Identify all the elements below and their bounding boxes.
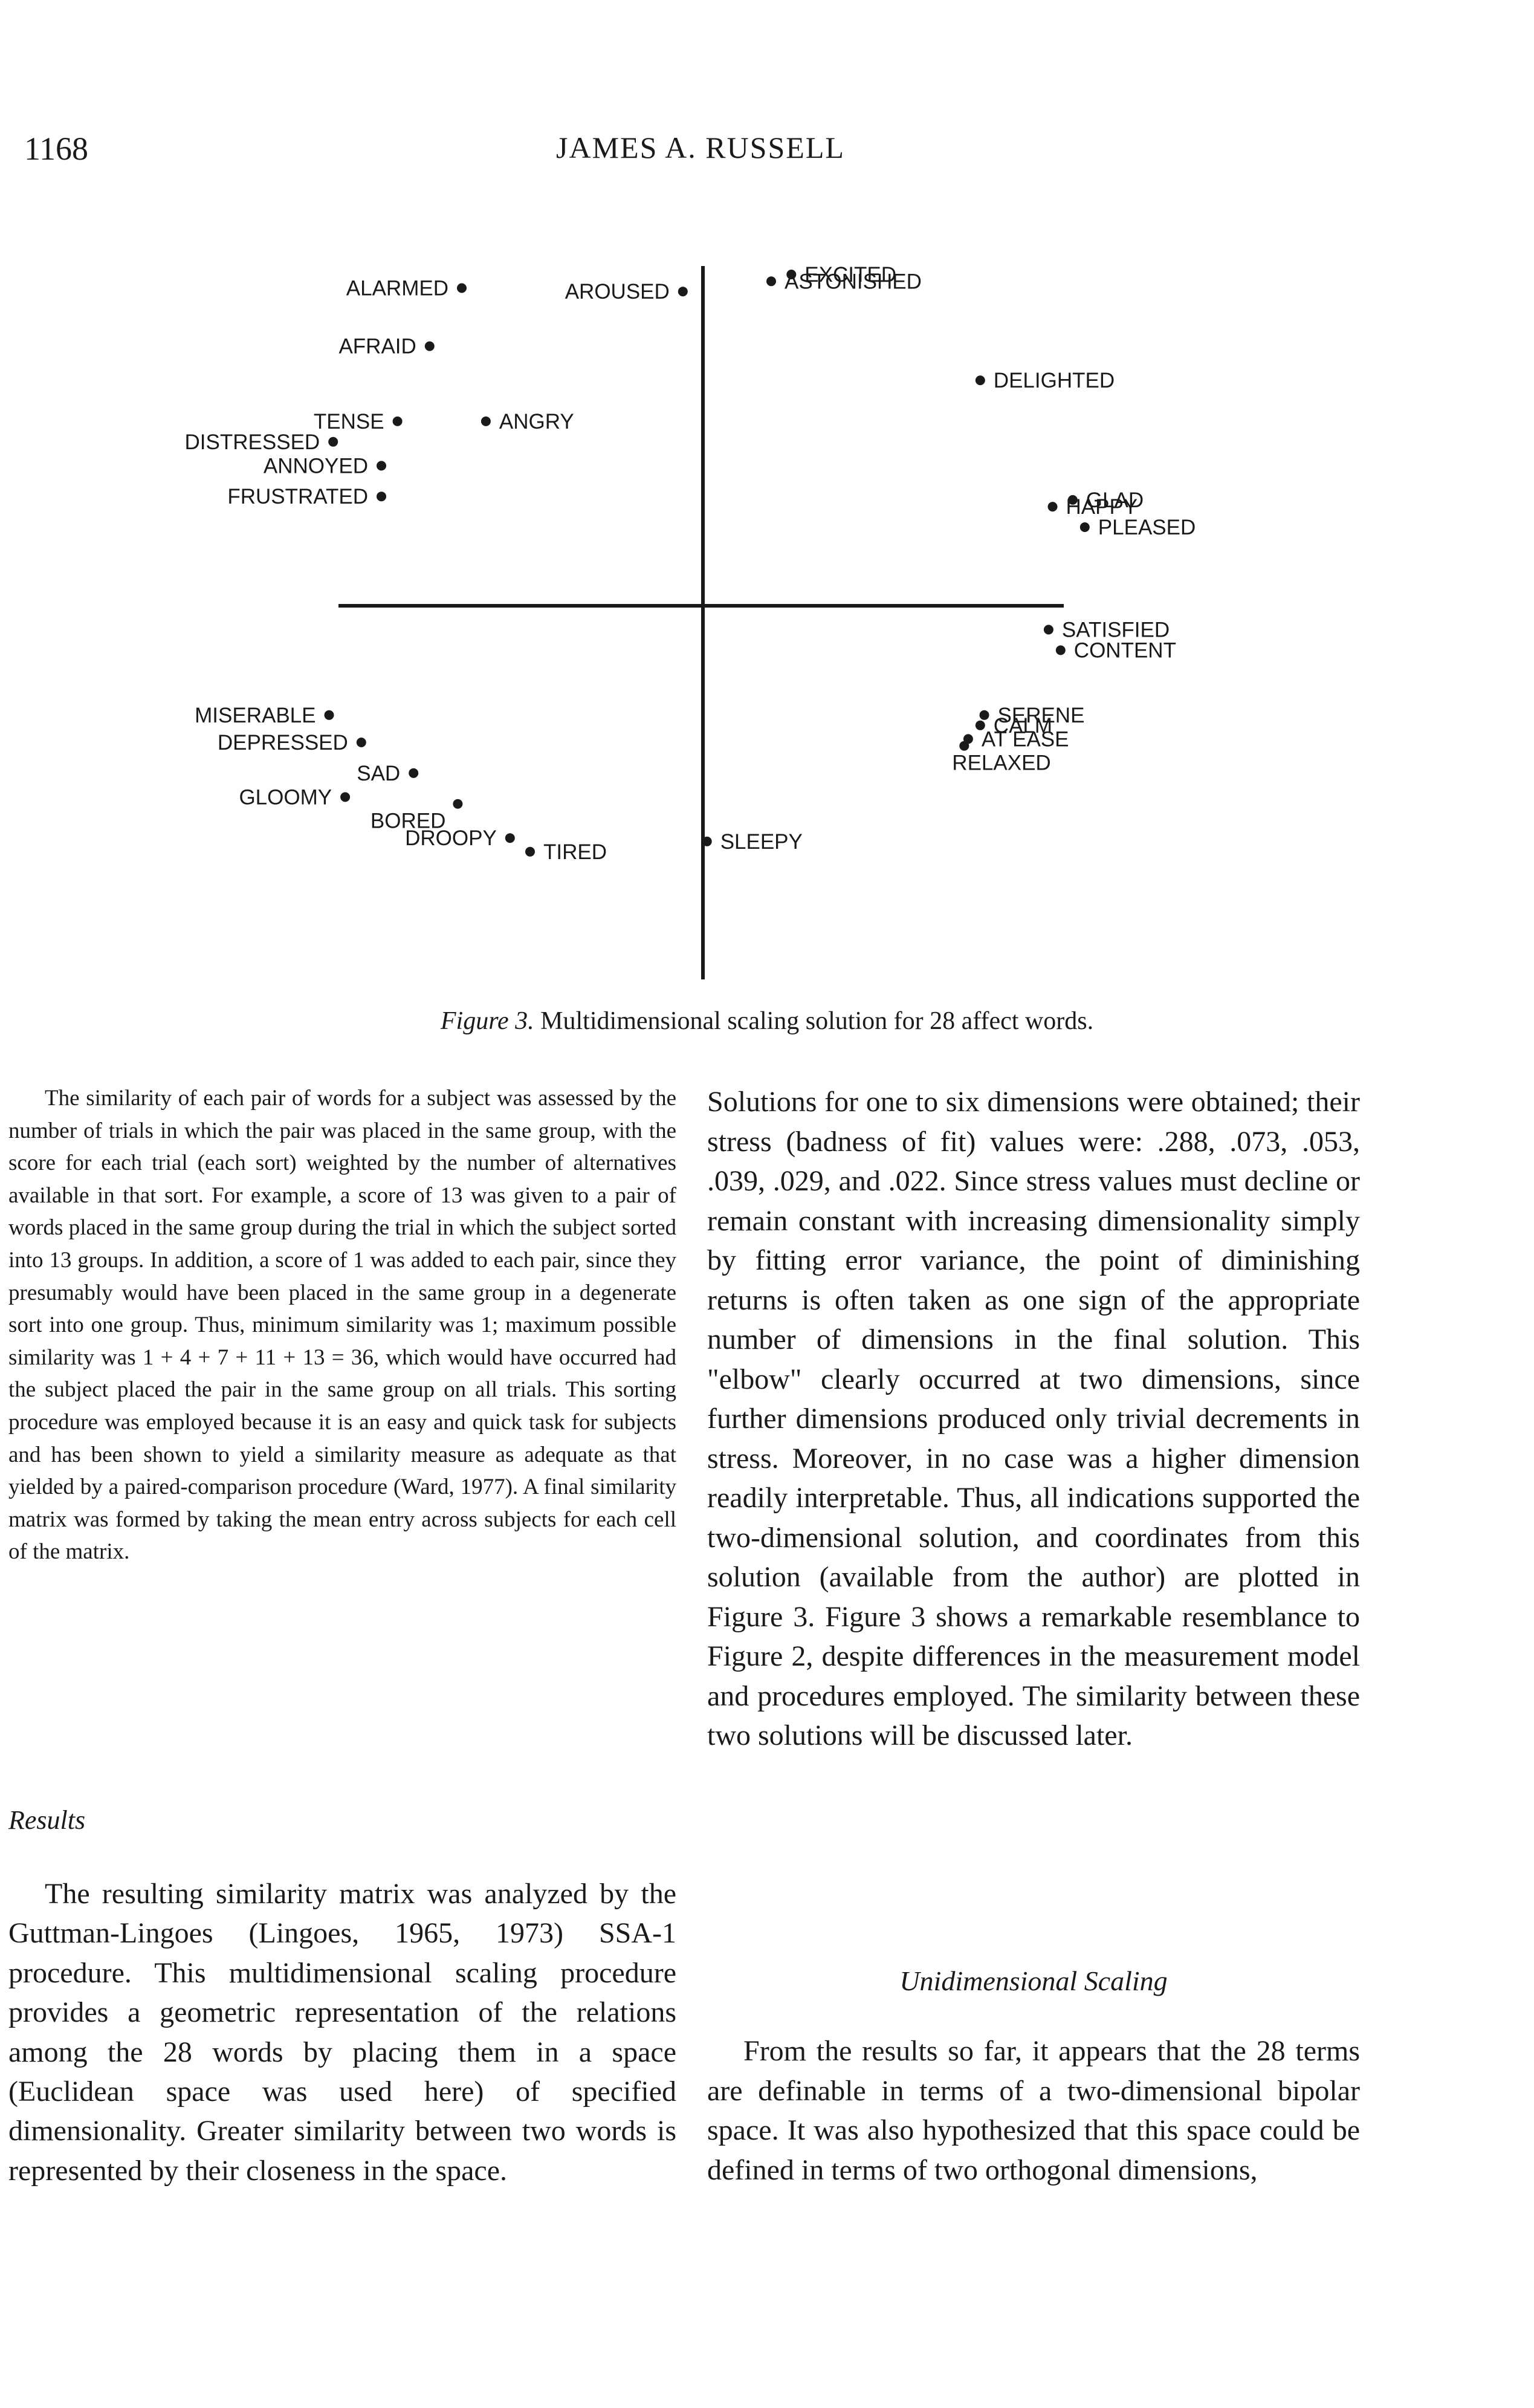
left-paragraph-1: The similarity of each pair of words for… xyxy=(8,1086,676,1565)
point-calm xyxy=(975,720,985,730)
point-label-afraid: AFRAID xyxy=(338,335,416,359)
point-label-happy: HAPPY xyxy=(1066,495,1138,519)
point-glad xyxy=(1067,495,1078,505)
point-label-distressed: DISTRESSED xyxy=(185,430,320,454)
point-label-aroused: AROUSED xyxy=(565,280,670,303)
point-label-content: CONTENT xyxy=(1074,639,1176,663)
point-content xyxy=(1055,645,1066,655)
point-label-glad: GLAD xyxy=(1086,488,1144,512)
point-afraid xyxy=(424,341,435,351)
point-distressed xyxy=(328,436,338,447)
point-label-annoyed: ANNOYED xyxy=(264,454,368,478)
point-excited xyxy=(786,270,797,279)
point-label-excited: EXCITED xyxy=(804,263,896,287)
point-label-sad: SAD xyxy=(357,762,400,785)
point-bored xyxy=(453,799,463,809)
point-label-pleased: PLEASED xyxy=(1098,516,1196,539)
point-label-alarmed: ALARMED xyxy=(346,277,448,300)
point-annoyed xyxy=(377,461,386,471)
point-sleepy xyxy=(702,836,712,846)
point-label-frustrated: FRUSTRATED xyxy=(227,485,368,508)
point-label-depressed: DEPRESSED xyxy=(218,731,348,755)
right-column-text: Solutions for one to six dimensions were… xyxy=(707,1082,1360,1756)
point-label-bored: BORED xyxy=(371,810,445,833)
point-sad xyxy=(409,768,419,778)
point-depressed xyxy=(356,738,366,747)
page-number: 1168 xyxy=(24,131,88,167)
results-heading: Results xyxy=(8,1805,86,1835)
right-paragraph-2: From the results so far, it appears that… xyxy=(707,2035,1360,2186)
point-label-gloomy: GLOOMY xyxy=(239,785,332,809)
left-column-text: The similarity of each pair of words for… xyxy=(8,1082,676,1568)
point-satisfied xyxy=(1043,625,1053,635)
point-label-astonished: ASTONISHED xyxy=(785,270,922,293)
point-droopy xyxy=(505,833,515,843)
point-label-relaxed: RELAXED xyxy=(952,751,1050,775)
right-paragraph-1: Solutions for one to six dimensions were… xyxy=(707,1086,1360,1751)
point-alarmed xyxy=(457,283,467,293)
point-label-at-ease: AT EASE xyxy=(982,727,1069,751)
point-delighted xyxy=(975,375,985,386)
figure-caption: Figure 3. Multidimensional scaling solut… xyxy=(0,1007,1534,1036)
point-gloomy xyxy=(340,792,351,802)
point-label-droopy: DROOPY xyxy=(405,826,497,850)
point-frustrated xyxy=(377,492,386,502)
point-aroused xyxy=(678,287,688,297)
point-label-tired: TIRED xyxy=(543,840,607,864)
point-label-miserable: MISERABLE xyxy=(195,704,316,727)
point-label-tense: TENSE xyxy=(314,410,384,433)
right-column-bottom: From the results so far, it appears that… xyxy=(707,2031,1360,2190)
figure-caption-label: Figure 3. xyxy=(440,1007,534,1035)
running-header: JAMES A. RUSSELL xyxy=(556,131,845,164)
point-miserable xyxy=(324,710,334,720)
point-relaxed xyxy=(959,741,969,751)
point-tired xyxy=(525,846,535,857)
unidimensional-heading: Unidimensional Scaling xyxy=(899,1965,1168,1996)
point-happy xyxy=(1047,502,1058,512)
point-pleased xyxy=(1079,522,1090,532)
figure-caption-text: Multidimensional scaling solution for 28… xyxy=(534,1007,1094,1035)
point-label-satisfied: SATISFIED xyxy=(1062,618,1170,642)
left-column-results: The resulting similarity matrix was anal… xyxy=(8,1874,676,2190)
point-angry xyxy=(481,416,491,426)
point-astonished xyxy=(766,276,776,287)
point-tense xyxy=(392,416,403,426)
point-label-delighted: DELIGHTED xyxy=(994,369,1115,392)
point-serene xyxy=(979,710,989,720)
point-label-sleepy: SLEEPY xyxy=(720,830,803,854)
point-label-calm: CALM xyxy=(994,714,1052,738)
left-paragraph-2: The resulting similarity matrix was anal… xyxy=(8,1878,676,2187)
point-label-serene: SERENE xyxy=(998,704,1085,727)
point-label-angry: ANGRY xyxy=(499,410,574,433)
